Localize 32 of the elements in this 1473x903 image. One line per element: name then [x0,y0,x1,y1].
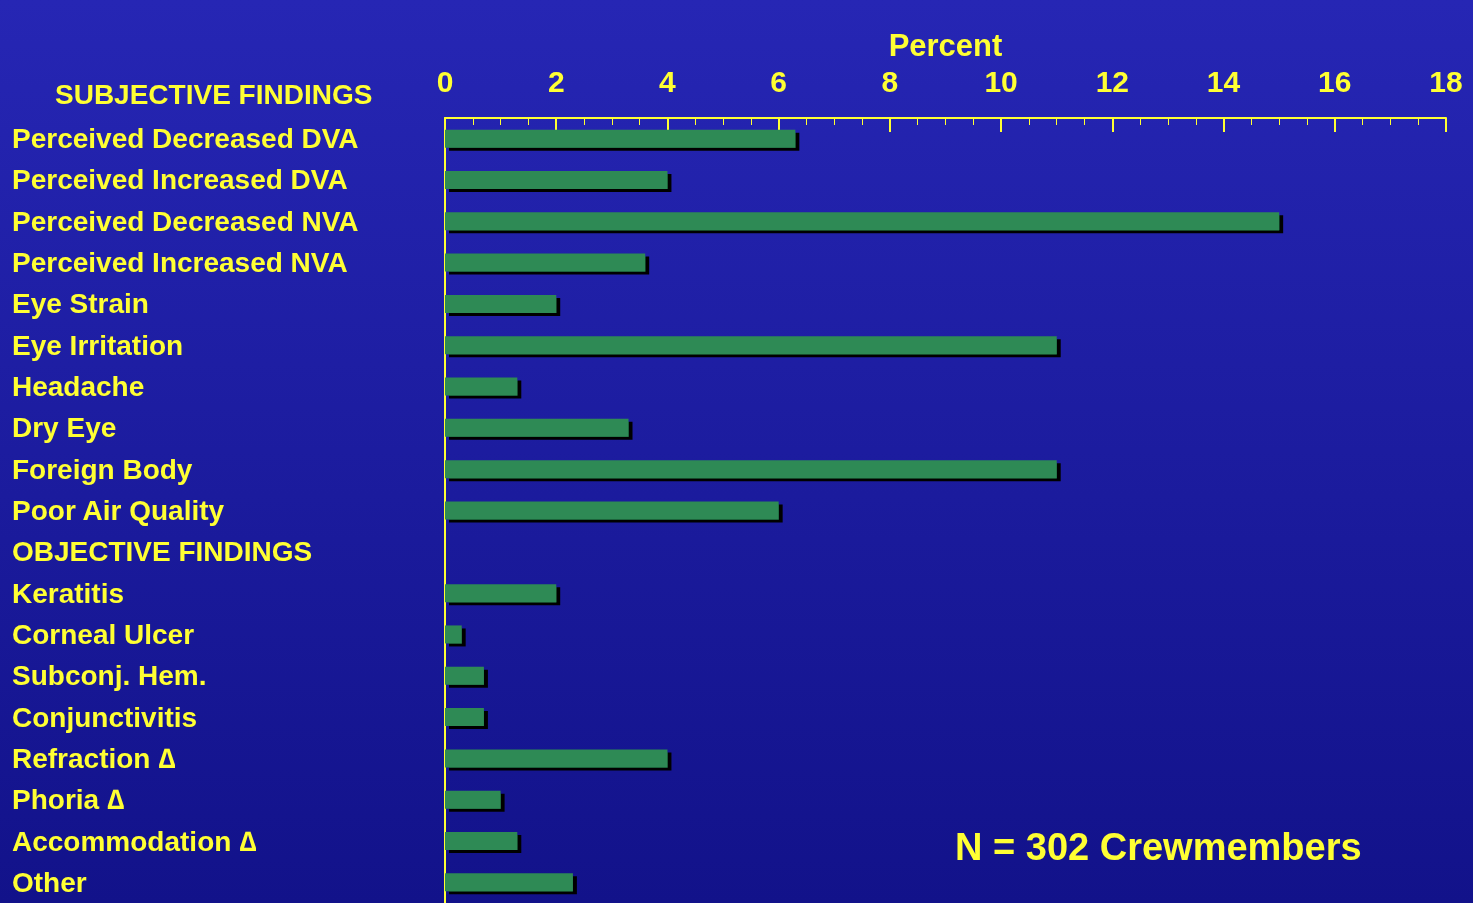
y-tick-label: Phoria ∆ [12,784,125,816]
y-tick-label: Foreign Body [12,453,193,485]
y-tick-label: Eye Strain [12,288,149,320]
y-tick-label: Keratitis [12,577,125,609]
x-tick-label: 10 [984,64,1018,98]
y-tick-label: OBJECTIVE FINDINGS [12,536,313,568]
y-tick-label: Eye Irritation [12,329,184,361]
y-tick-label: Other [12,866,87,898]
y-tick-label: Refraction ∆ [12,742,176,774]
y-tick-label: Headache [12,371,145,403]
x-tick-label: 4 [659,64,677,98]
y-tick-label: Perceived Increased DVA [12,164,348,196]
y-tick-label: Perceived Increased NVA [12,247,348,279]
x-tick-label: 8 [881,64,899,98]
annotation: N = 302 Crewmembers [955,826,1362,868]
y-tick-label: Perceived Decreased NVA [12,205,359,237]
y-tick-label: Accommodation ∆ [12,825,257,857]
x-tick-label: 0 [436,64,454,98]
x-tick-label: 16 [1318,64,1352,98]
y-tick-label: Subconj. Hem. [12,660,207,692]
x-tick-label: 6 [770,64,788,98]
x-tick-label: 12 [1095,64,1130,98]
x-axis-title: Percent [888,28,1003,64]
x-tick-label: 2 [547,64,565,98]
x-tick-label: 14 [1206,64,1241,98]
y-tick-label: Conjunctivitis [12,701,198,733]
text: SUBJECTIVE FINDINGS [55,78,373,110]
x-tick-label: 18 [1429,64,1463,98]
y-tick-label: Perceived Decreased DVA [12,123,359,155]
y-tick-label: Dry Eye [12,412,117,444]
y-tick-label: Corneal Ulcer [12,618,195,650]
y-tick-label: Poor Air Quality [12,495,225,526]
